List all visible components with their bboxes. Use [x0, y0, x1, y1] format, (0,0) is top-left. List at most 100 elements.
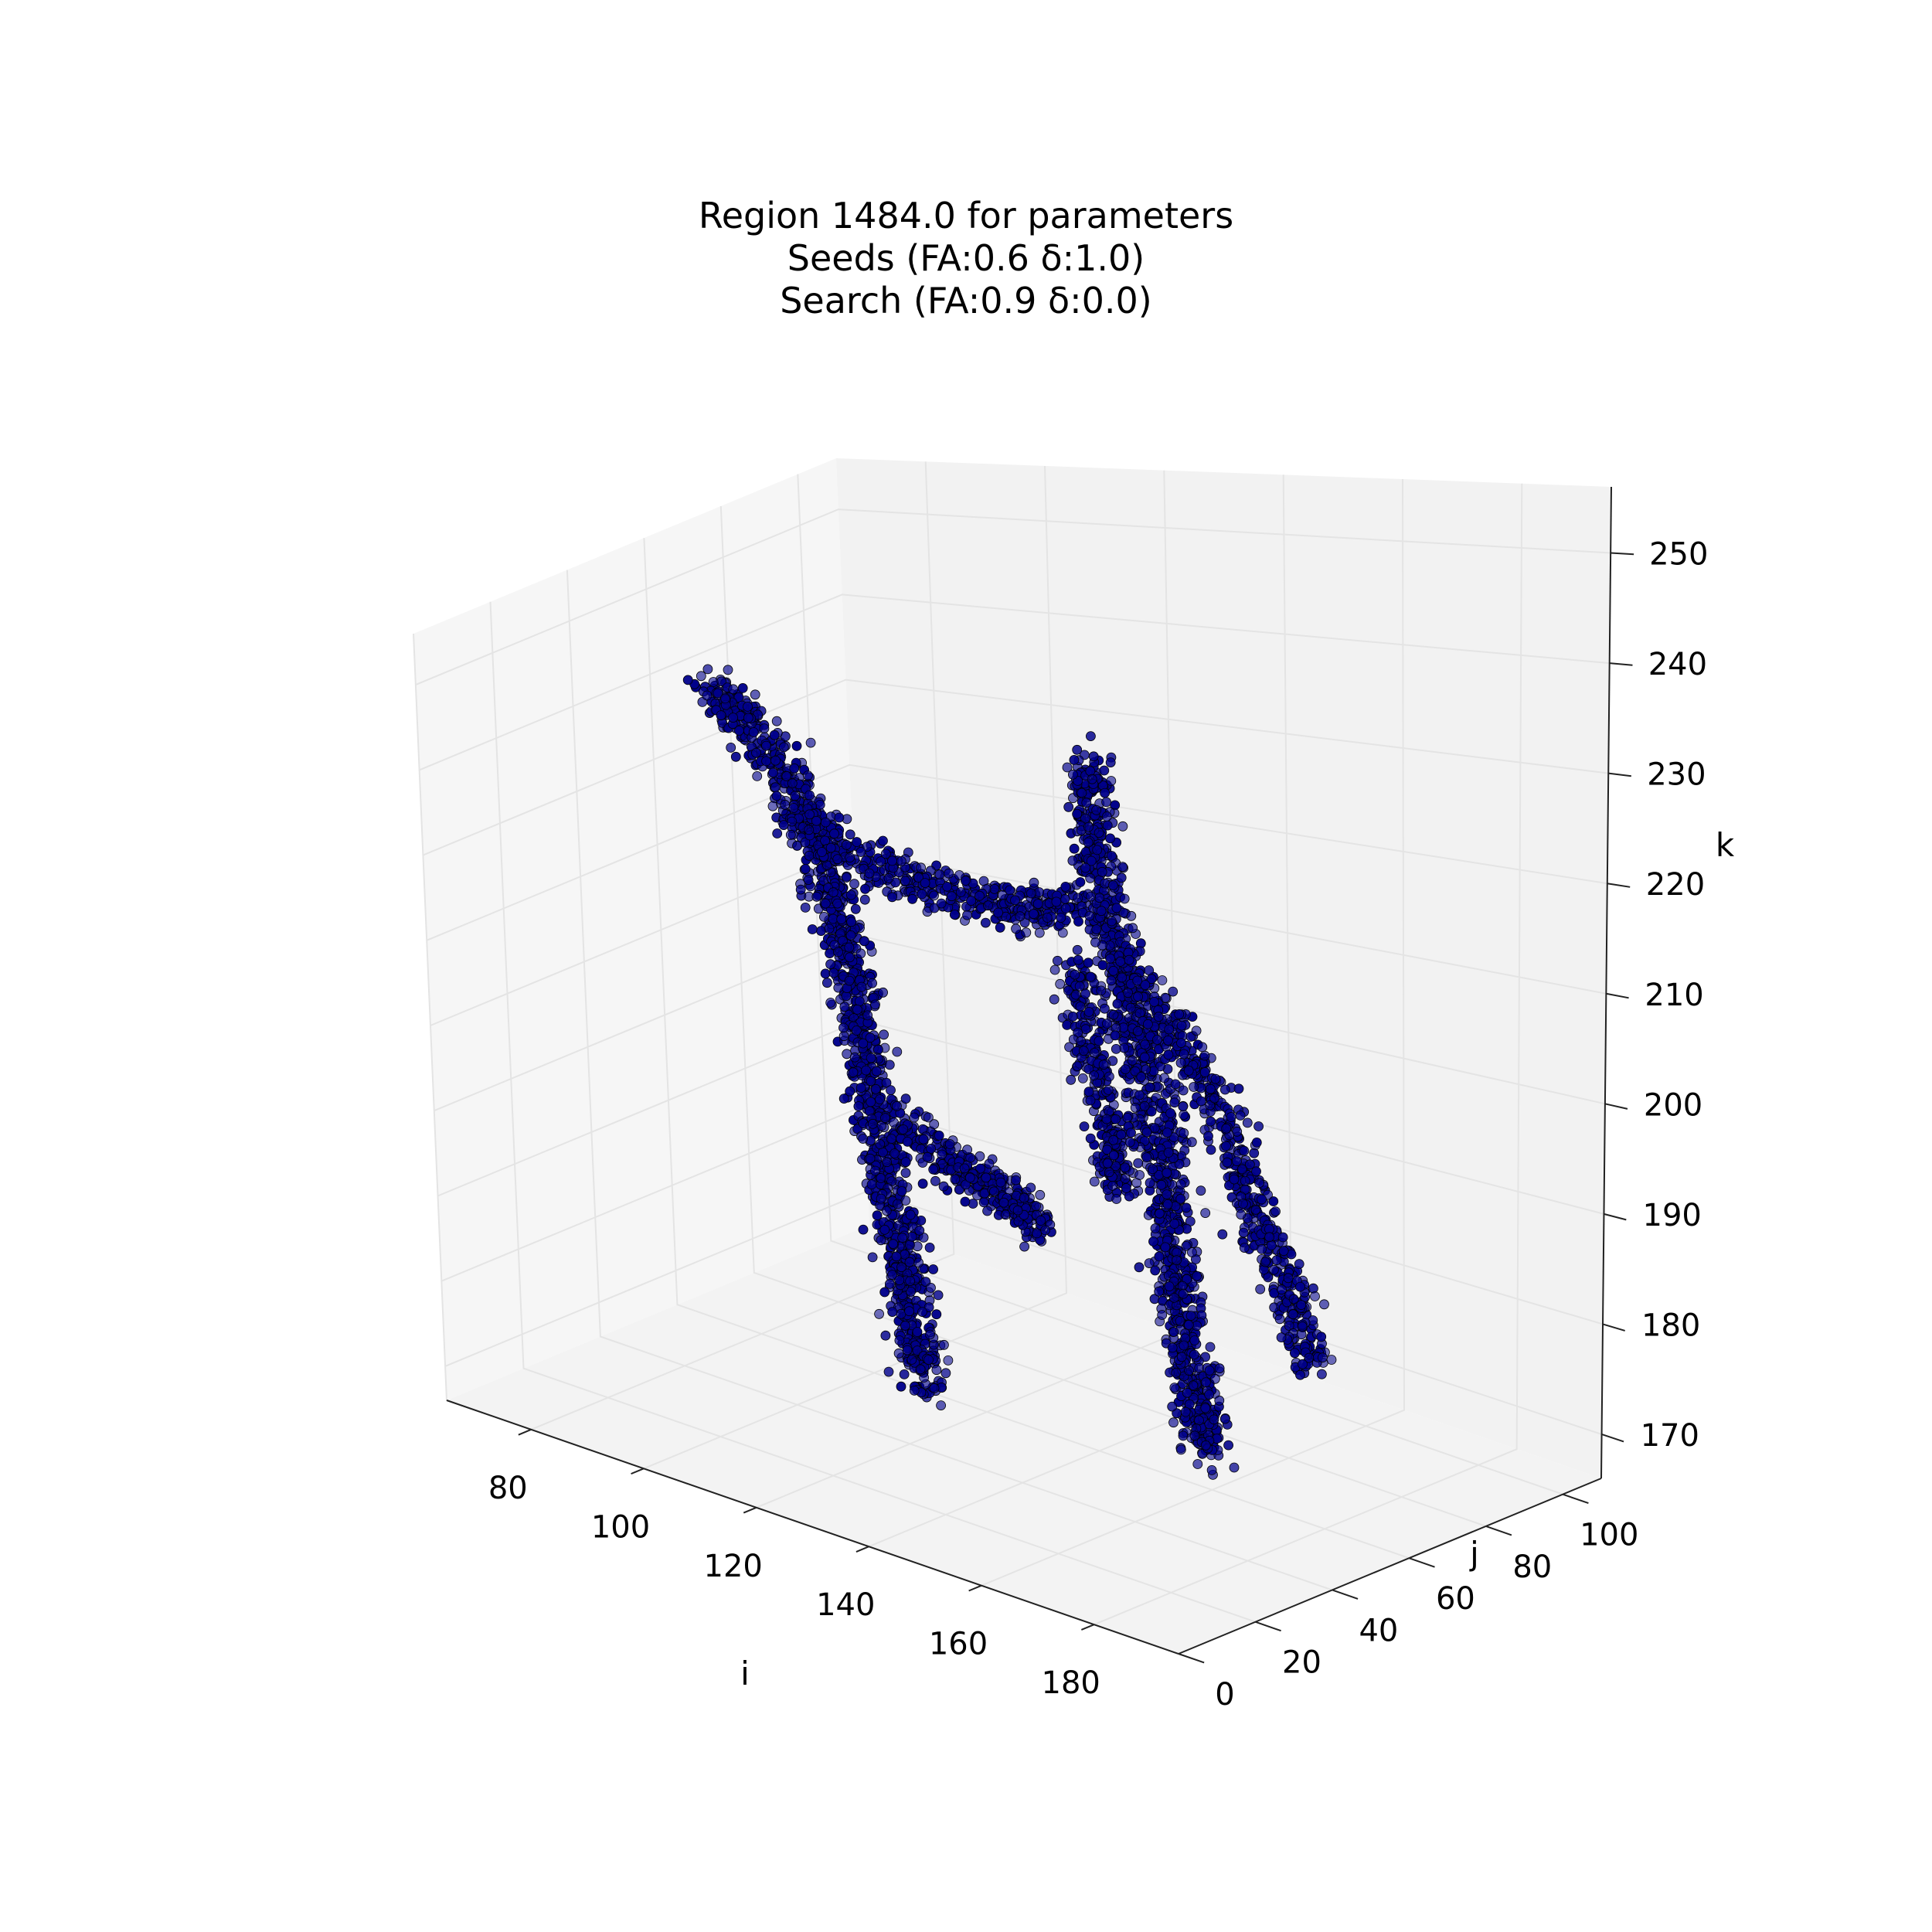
scatter-point [1144, 965, 1155, 975]
scatter-point [770, 755, 781, 766]
scatter-point [1175, 1315, 1185, 1326]
scatter-point [1096, 906, 1107, 917]
scatter-point [1179, 1340, 1189, 1351]
scatter-point [1191, 1026, 1202, 1036]
scatter-point [1277, 1232, 1288, 1243]
scatter-point [1108, 965, 1119, 976]
x-tick-label: 120 [704, 1549, 763, 1584]
scatter-point [1176, 1020, 1187, 1031]
scatter-point [1180, 1406, 1191, 1417]
scatter-point [838, 1094, 849, 1104]
scatter-point [1240, 1175, 1250, 1186]
scatter-point [1168, 986, 1179, 997]
scatter-point [716, 710, 726, 720]
scatter-point [811, 815, 821, 826]
scatter-point [905, 1209, 916, 1220]
grid-line-z [419, 594, 1610, 771]
scatter-point [855, 847, 866, 857]
scatter-point [1094, 1036, 1104, 1046]
scatter-point [1295, 1281, 1305, 1292]
scatter-point [1126, 1128, 1136, 1138]
scatter-point [1219, 1413, 1230, 1424]
scatter-point [1073, 954, 1083, 965]
chart-title-line-1: Region 1484.0 for parameters [698, 195, 1234, 236]
x-tick [968, 1584, 982, 1592]
y-tick-label: 40 [1359, 1614, 1398, 1649]
scatter-point [778, 742, 789, 753]
x-tick-label: 180 [1042, 1665, 1100, 1701]
scatter-point [1222, 1157, 1233, 1168]
y-tick-label: 20 [1282, 1645, 1321, 1681]
scatter-point [894, 1275, 905, 1285]
scatter-point [1178, 1430, 1189, 1441]
scatter-point [1182, 1387, 1192, 1398]
scatter-point [984, 1158, 995, 1169]
scatter-point [854, 996, 865, 1006]
scatter-point [1012, 1205, 1023, 1216]
z-tick-label: 210 [1645, 978, 1703, 1013]
scatter-point [1150, 1223, 1161, 1233]
scatter-point [839, 1002, 850, 1012]
scatter-point [1263, 1272, 1274, 1283]
scatter-point [1069, 755, 1080, 765]
scatter-point [805, 737, 816, 748]
scatter-point [1223, 1440, 1233, 1451]
scatter-point [1160, 1242, 1171, 1253]
scatter-point [1120, 1064, 1131, 1074]
scatter-point [1214, 1363, 1225, 1374]
scatter-point [751, 747, 761, 758]
scatter-point [1196, 1185, 1206, 1196]
z-tick-label: 190 [1643, 1198, 1702, 1233]
scatter-point [1005, 885, 1015, 896]
scatter-point [1168, 1293, 1179, 1303]
scatter-point [1253, 1121, 1264, 1131]
scatter-point [838, 1022, 849, 1033]
scatter-point [1136, 1072, 1147, 1082]
scatter-point [975, 1163, 985, 1174]
scatter-point [726, 743, 736, 753]
scatter-point [767, 801, 778, 811]
scatter-point [917, 1307, 927, 1317]
scatter-point [896, 1186, 907, 1196]
scatter-point [1084, 910, 1095, 921]
z-axis-label: k [1716, 826, 1735, 864]
scatter-point [1183, 1066, 1194, 1076]
scatter-point [743, 713, 753, 723]
scatter-point [734, 726, 744, 736]
scatter-point [1167, 1342, 1178, 1353]
scatter-point [1219, 1084, 1230, 1095]
scatter-point [844, 975, 855, 986]
scatter-point [1209, 1093, 1219, 1104]
scatter-point [800, 837, 811, 848]
scatter-point [1172, 1255, 1182, 1266]
scatter-point [1134, 1090, 1145, 1100]
scatter-point [876, 1173, 886, 1183]
scatter-point [1036, 1216, 1046, 1226]
scatter-point [828, 887, 838, 898]
scatter-point [915, 1364, 926, 1375]
scatter-point [1187, 1247, 1197, 1257]
scatter-point [804, 850, 815, 861]
scatter-point [962, 910, 972, 920]
scatter-point [966, 896, 976, 906]
scatter-point [1116, 1129, 1127, 1140]
scatter-point [1063, 801, 1074, 812]
scatter-point [1011, 1175, 1021, 1185]
scatter-point [1105, 953, 1116, 964]
scatter-point [1124, 954, 1134, 965]
scatter-point [929, 1119, 940, 1130]
scatter-point [1233, 1083, 1244, 1094]
scatter-point [807, 924, 818, 934]
scatter-point [944, 868, 954, 879]
scatter-point [887, 892, 897, 903]
scatter-point [870, 1083, 881, 1094]
scatter-point [917, 1179, 928, 1189]
scatter-point [702, 664, 713, 675]
scatter-point [1068, 769, 1078, 780]
scatter-point [728, 684, 739, 695]
scatter-point [913, 872, 923, 883]
scatter-point [880, 849, 891, 859]
scatter-point [1162, 1189, 1172, 1199]
scatter-point [1171, 1368, 1182, 1378]
scatter-point [1318, 1352, 1328, 1363]
